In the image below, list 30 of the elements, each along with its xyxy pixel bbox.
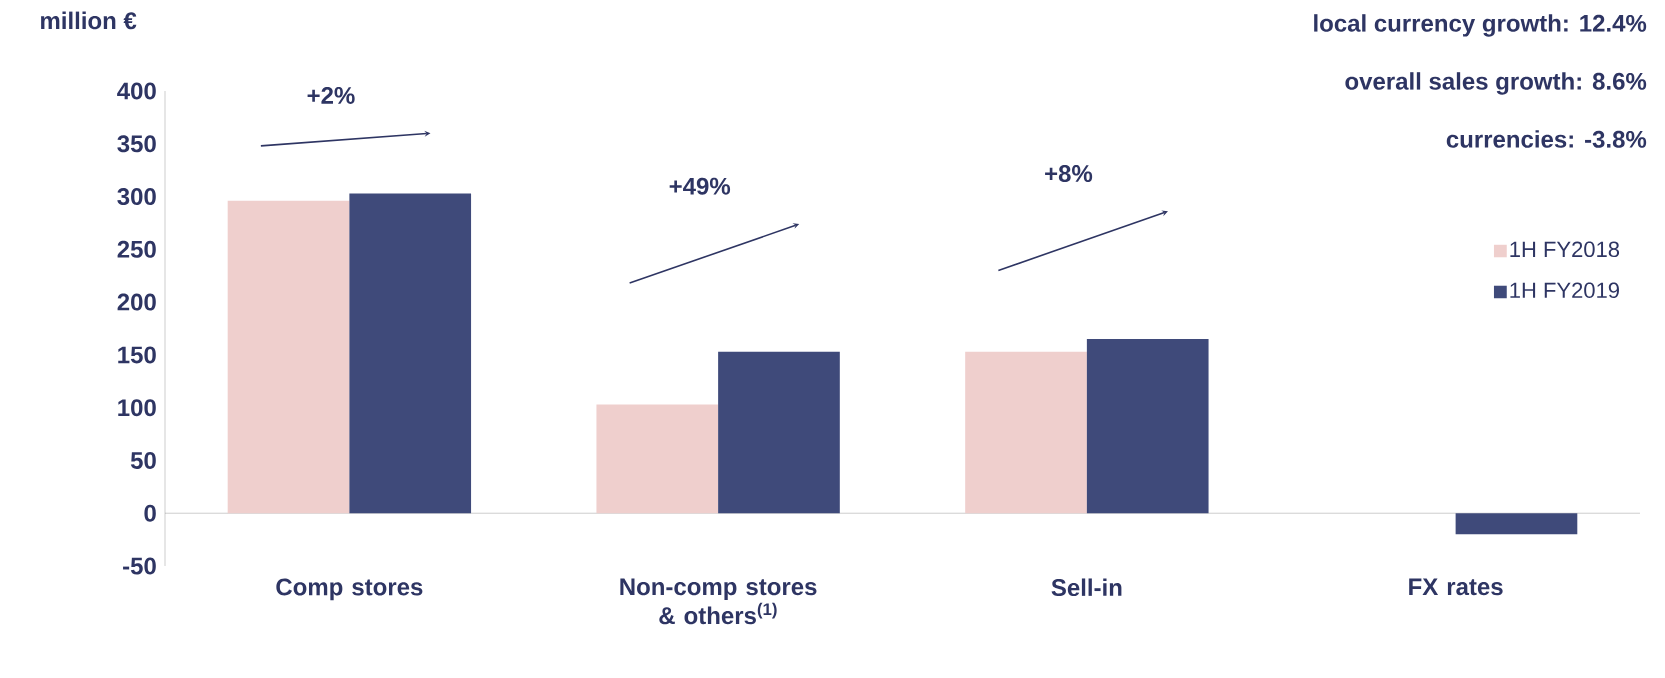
y-tick-label: 400	[117, 82, 156, 100]
bar	[718, 351, 840, 514]
y-tick-label: 200	[117, 293, 156, 311]
y-tick-label: 350	[117, 135, 156, 153]
y-tick-label: 0	[144, 504, 156, 522]
y-axis-title: million €	[41, 11, 137, 30]
y-tick-label: 50	[130, 451, 156, 469]
legend-label: 1H FY2019	[1510, 282, 1619, 299]
x-tick-label: FX rates	[1409, 578, 1503, 596]
y-tick-label: 150	[118, 346, 156, 364]
annotation: +8%	[1045, 165, 1093, 183]
annotation: overall sales growth: 8.6%	[1345, 72, 1647, 95]
annotation: +2%	[307, 86, 355, 104]
annotation: +49%	[669, 177, 731, 195]
x-tick-label: Comp stores	[276, 578, 423, 601]
bar	[227, 200, 350, 514]
text: local currency growth: 12.4%	[1314, 14, 1647, 37]
bar	[349, 193, 472, 514]
annotation: currencies: -3.8%	[1446, 130, 1647, 148]
y-tick-label: 300	[117, 188, 156, 206]
legend-label: 1H FY2018	[1510, 241, 1620, 258]
bar	[1086, 339, 1209, 514]
bar	[596, 404, 719, 514]
x-tick-label: Sell-in	[1051, 578, 1122, 597]
x-tick-label: Non-comp stores & others$^{(1)}$	[620, 578, 817, 625]
y-tick-label: 100	[118, 399, 156, 417]
y-tick-label: 250	[117, 240, 156, 258]
y-tick-label: -50	[123, 557, 156, 575]
bar	[965, 351, 1087, 514]
bar	[1455, 513, 1578, 535]
